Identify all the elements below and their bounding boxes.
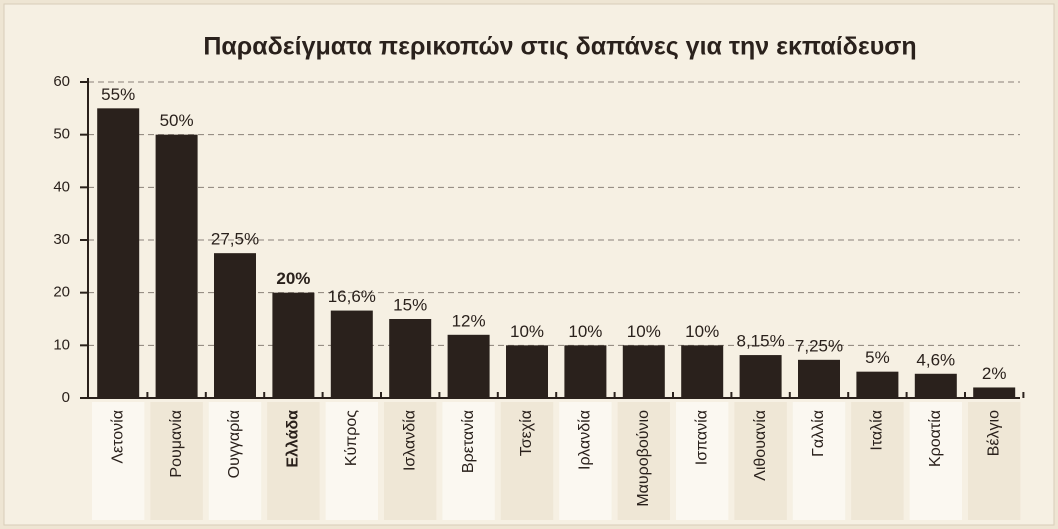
x-tick-label: Λετονία (109, 410, 126, 464)
y-tick-label: 40 (53, 178, 70, 195)
bar (331, 311, 373, 398)
bar (272, 293, 314, 398)
bar (915, 374, 957, 398)
x-tick-label: Ιταλία (869, 410, 886, 451)
x-tick-label: Ρουμανία (168, 410, 185, 478)
x-tick-label: Βέλγιο (985, 410, 1002, 456)
value-label: 10% (510, 322, 544, 341)
value-label: 8,15% (736, 332, 784, 351)
bar (973, 387, 1015, 398)
chart: Παραδείγματα περικοπών στις δαπάνες για … (0, 0, 1058, 529)
x-tick-label: Ουγγαρία (226, 410, 243, 478)
x-tick-label: Βρετανία (460, 410, 477, 473)
bar (448, 335, 490, 398)
x-tick-label: Μαυροβούνιο (635, 410, 652, 507)
y-tick-label: 0 (62, 389, 70, 406)
bar (214, 253, 256, 398)
bar (506, 345, 548, 398)
y-tick-label: 10 (53, 336, 70, 353)
y-tick-label: 30 (53, 231, 70, 248)
value-label: 55% (101, 85, 135, 104)
bar (389, 319, 431, 398)
value-label: 50% (160, 111, 194, 130)
x-tick-label: Ισπανία (693, 410, 710, 465)
value-label: 5% (865, 348, 890, 367)
bar (681, 345, 723, 398)
value-label: 10% (568, 322, 602, 341)
bar (97, 108, 139, 398)
y-tick-label: 50 (53, 126, 70, 143)
bar (856, 372, 898, 398)
page: {"chart_data": {"type": "bar", "title": … (0, 0, 1058, 529)
chart-title: Παραδείγματα περικοπών στις δαπάνες για … (203, 33, 916, 61)
value-label: 16,6% (328, 287, 376, 306)
y-tick-label: 60 (53, 73, 70, 90)
x-tick-label: Ελλάδα (285, 410, 302, 468)
value-label: 15% (393, 295, 427, 314)
x-tick-label: Γαλλία (810, 410, 827, 457)
bar (798, 360, 840, 398)
value-label: 10% (627, 322, 661, 341)
x-tick-label: Λιθουανία (752, 410, 769, 481)
value-label: 10% (685, 322, 719, 341)
bar (156, 135, 198, 398)
value-label: 12% (452, 311, 486, 330)
x-tick-label: Κύπρος (343, 410, 360, 466)
x-tick-label: Κροατία (927, 410, 944, 467)
value-label: 7,25% (795, 336, 843, 355)
x-tick-label: Ιρλανδία (577, 410, 594, 470)
value-label: 2% (982, 364, 1007, 383)
value-label: 20% (276, 269, 310, 288)
bar (623, 345, 665, 398)
bar (740, 355, 782, 398)
y-tick-label: 20 (53, 284, 70, 301)
x-tick-label: Τσεχία (518, 410, 535, 456)
x-tick-label: Ισλανδία (401, 410, 418, 471)
value-label: 27,5% (211, 230, 259, 249)
bar (564, 345, 606, 398)
value-label: 4,6% (916, 350, 955, 369)
